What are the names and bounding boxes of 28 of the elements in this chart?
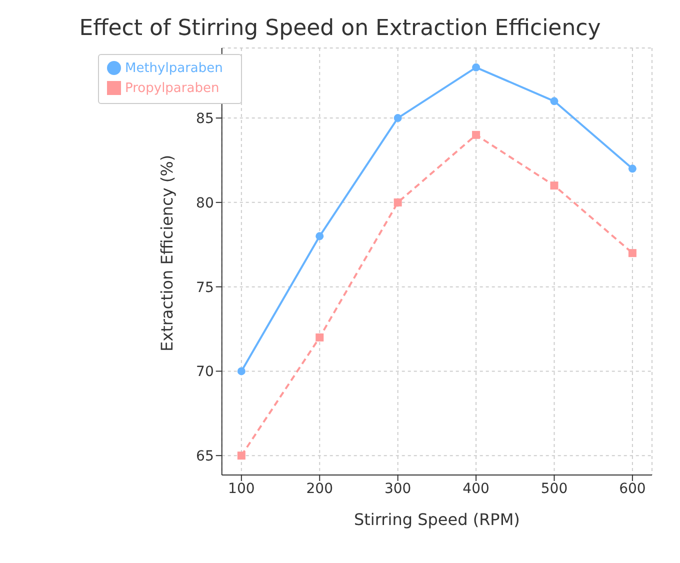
x-axis-title: Stirring Speed (RPM) xyxy=(354,510,520,529)
chart-title: Effect of Stirring Speed on Extraction Efficiency xyxy=(78,16,602,41)
point xyxy=(472,130,480,139)
point xyxy=(237,367,246,376)
point xyxy=(472,63,480,72)
y-tick-label: 70 xyxy=(196,364,214,380)
y-axis-title: Extraction Efficiency (%) xyxy=(158,154,177,352)
x-tick-label: 100 xyxy=(228,480,255,497)
point xyxy=(316,333,324,342)
point xyxy=(550,182,558,190)
legend-label: Methylparaben xyxy=(125,61,223,76)
x-tick-label: 600 xyxy=(619,480,646,497)
y-tick-label: 65 xyxy=(196,448,214,465)
point xyxy=(394,114,402,122)
y-tick-label: 75 xyxy=(196,280,214,296)
x-tick-label: 500 xyxy=(540,480,568,497)
y-tick-label: 85 xyxy=(196,111,214,128)
legend-label: Propylparaben xyxy=(125,81,220,96)
y-tick-label: 80 xyxy=(196,195,214,212)
point xyxy=(237,452,246,460)
point xyxy=(394,198,402,206)
x-tick-label: 300 xyxy=(384,480,412,497)
point xyxy=(628,249,636,258)
x-tick-label: 200 xyxy=(306,480,333,497)
point xyxy=(550,97,558,106)
point xyxy=(628,164,636,173)
x-tick-label: 400 xyxy=(462,480,490,497)
point xyxy=(316,232,324,240)
